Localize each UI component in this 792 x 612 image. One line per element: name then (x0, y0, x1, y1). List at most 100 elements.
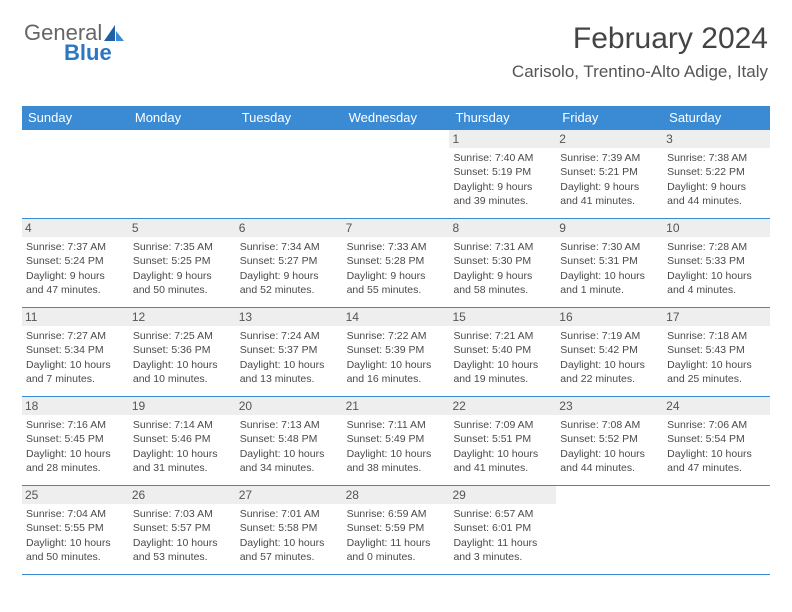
cell-sunset: Sunset: 5:31 PM (560, 254, 659, 268)
cell-day2: and 50 minutes. (26, 550, 125, 564)
calendar-cell: 17Sunrise: 7:18 AMSunset: 5:43 PMDayligh… (663, 308, 770, 396)
cell-day1: Daylight: 10 hours (240, 358, 339, 372)
cell-sunrise: Sunrise: 7:11 AM (347, 418, 446, 432)
cell-sunrise: Sunrise: 7:33 AM (347, 240, 446, 254)
cell-date-number: 1 (449, 130, 556, 148)
cell-sunset: Sunset: 5:55 PM (26, 521, 125, 535)
cell-date-number: 6 (236, 219, 343, 237)
cell-sunrise: Sunrise: 7:09 AM (453, 418, 552, 432)
cell-sunset: Sunset: 5:58 PM (240, 521, 339, 535)
cell-day1: Daylight: 11 hours (453, 536, 552, 550)
cell-date-number: 3 (663, 130, 770, 148)
dayheader-thursday: Thursday (449, 106, 556, 129)
cell-day2: and 38 minutes. (347, 461, 446, 475)
cell-day1: Daylight: 10 hours (347, 447, 446, 461)
cell-sunset: Sunset: 6:01 PM (453, 521, 552, 535)
cell-day1: Daylight: 9 hours (347, 269, 446, 283)
cell-day2: and 47 minutes. (667, 461, 766, 475)
cell-sunrise: Sunrise: 7:31 AM (453, 240, 552, 254)
cell-day1: Daylight: 10 hours (453, 447, 552, 461)
cell-day1: Daylight: 10 hours (133, 536, 232, 550)
cell-day2: and 34 minutes. (240, 461, 339, 475)
cell-day2: and 1 minute. (560, 283, 659, 297)
brand-part2: Blue (64, 40, 112, 66)
calendar-cell: 2Sunrise: 7:39 AMSunset: 5:21 PMDaylight… (556, 130, 663, 218)
cell-day1: Daylight: 9 hours (560, 180, 659, 194)
calendar-cell: 7Sunrise: 7:33 AMSunset: 5:28 PMDaylight… (343, 219, 450, 307)
cell-day2: and 50 minutes. (133, 283, 232, 297)
cell-sunrise: Sunrise: 7:27 AM (26, 329, 125, 343)
cell-sunset: Sunset: 5:59 PM (347, 521, 446, 535)
calendar-cell (236, 130, 343, 218)
cell-sunrise: Sunrise: 7:34 AM (240, 240, 339, 254)
cell-day2: and 10 minutes. (133, 372, 232, 386)
cell-sunset: Sunset: 5:40 PM (453, 343, 552, 357)
cell-date-number: 25 (22, 486, 129, 504)
cell-sunset: Sunset: 5:51 PM (453, 432, 552, 446)
cell-day2: and 31 minutes. (133, 461, 232, 475)
cell-day2: and 16 minutes. (347, 372, 446, 386)
cell-sunrise: Sunrise: 7:35 AM (133, 240, 232, 254)
cell-day1: Daylight: 10 hours (26, 447, 125, 461)
cell-sunset: Sunset: 5:37 PM (240, 343, 339, 357)
cell-date-number: 5 (129, 219, 236, 237)
calendar-week: 18Sunrise: 7:16 AMSunset: 5:45 PMDayligh… (22, 397, 770, 486)
cell-date-number: 10 (663, 219, 770, 237)
calendar-cell (556, 486, 663, 574)
calendar-cell: 3Sunrise: 7:38 AMSunset: 5:22 PMDaylight… (663, 130, 770, 218)
calendar-cell: 22Sunrise: 7:09 AMSunset: 5:51 PMDayligh… (449, 397, 556, 485)
cell-sunrise: Sunrise: 7:16 AM (26, 418, 125, 432)
cell-day1: Daylight: 10 hours (26, 358, 125, 372)
cell-sunrise: Sunrise: 7:25 AM (133, 329, 232, 343)
calendar-week: 11Sunrise: 7:27 AMSunset: 5:34 PMDayligh… (22, 308, 770, 397)
cell-day1: Daylight: 9 hours (133, 269, 232, 283)
cell-sunrise: Sunrise: 7:14 AM (133, 418, 232, 432)
cell-day2: and 0 minutes. (347, 550, 446, 564)
cell-day1: Daylight: 10 hours (667, 447, 766, 461)
calendar-cell: 8Sunrise: 7:31 AMSunset: 5:30 PMDaylight… (449, 219, 556, 307)
cell-day1: Daylight: 10 hours (240, 536, 339, 550)
cell-sunrise: Sunrise: 7:40 AM (453, 151, 552, 165)
cell-date-number: 21 (343, 397, 450, 415)
cell-day1: Daylight: 9 hours (453, 269, 552, 283)
cell-sunrise: Sunrise: 7:37 AM (26, 240, 125, 254)
cell-sunset: Sunset: 5:33 PM (667, 254, 766, 268)
cell-sunrise: Sunrise: 7:38 AM (667, 151, 766, 165)
cell-day1: Daylight: 9 hours (453, 180, 552, 194)
calendar-week: 4Sunrise: 7:37 AMSunset: 5:24 PMDaylight… (22, 219, 770, 308)
cell-date-number: 24 (663, 397, 770, 415)
cell-day2: and 25 minutes. (667, 372, 766, 386)
calendar-cell (343, 130, 450, 218)
cell-sunset: Sunset: 5:57 PM (133, 521, 232, 535)
cell-sunset: Sunset: 5:28 PM (347, 254, 446, 268)
cell-day2: and 19 minutes. (453, 372, 552, 386)
cell-sunset: Sunset: 5:52 PM (560, 432, 659, 446)
cell-day1: Daylight: 10 hours (667, 358, 766, 372)
cell-day2: and 13 minutes. (240, 372, 339, 386)
cell-date-number: 2 (556, 130, 663, 148)
dayheader-wednesday: Wednesday (343, 106, 450, 129)
calendar-cell: 4Sunrise: 7:37 AMSunset: 5:24 PMDaylight… (22, 219, 129, 307)
cell-day1: Daylight: 10 hours (453, 358, 552, 372)
cell-day2: and 22 minutes. (560, 372, 659, 386)
cell-sunrise: Sunrise: 7:18 AM (667, 329, 766, 343)
cell-day1: Daylight: 11 hours (347, 536, 446, 550)
cell-sunrise: Sunrise: 7:19 AM (560, 329, 659, 343)
calendar-cell: 20Sunrise: 7:13 AMSunset: 5:48 PMDayligh… (236, 397, 343, 485)
calendar: Sunday Monday Tuesday Wednesday Thursday… (22, 106, 770, 575)
cell-date-number: 27 (236, 486, 343, 504)
calendar-cell (663, 486, 770, 574)
cell-day1: Daylight: 10 hours (667, 269, 766, 283)
cell-sunset: Sunset: 5:27 PM (240, 254, 339, 268)
header: February 2024 Carisolo, Trentino-Alto Ad… (512, 22, 768, 82)
cell-date-number: 12 (129, 308, 236, 326)
cell-date-number: 11 (22, 308, 129, 326)
calendar-cell: 28Sunrise: 6:59 AMSunset: 5:59 PMDayligh… (343, 486, 450, 574)
cell-sunrise: Sunrise: 7:03 AM (133, 507, 232, 521)
calendar-cell: 13Sunrise: 7:24 AMSunset: 5:37 PMDayligh… (236, 308, 343, 396)
cell-sunset: Sunset: 5:24 PM (26, 254, 125, 268)
calendar-cell: 25Sunrise: 7:04 AMSunset: 5:55 PMDayligh… (22, 486, 129, 574)
cell-day2: and 47 minutes. (26, 283, 125, 297)
day-header-row: Sunday Monday Tuesday Wednesday Thursday… (22, 106, 770, 129)
cell-day2: and 28 minutes. (26, 461, 125, 475)
